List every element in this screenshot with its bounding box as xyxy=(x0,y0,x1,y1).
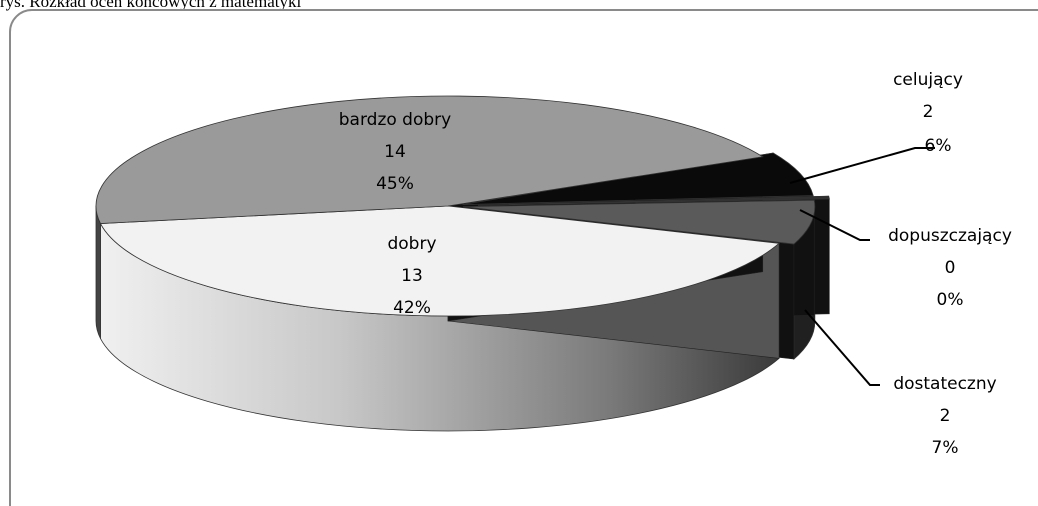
label-dostateczny-value: 2 xyxy=(940,406,951,426)
slice-top-dostateczny xyxy=(462,199,816,245)
chart-area-frame xyxy=(9,9,1038,506)
slice-side-bardzo-dobry xyxy=(95,205,101,339)
slice-top-dobry xyxy=(99,205,781,317)
leader-line-celujacy xyxy=(789,147,935,184)
label-celujacy-value: 2 xyxy=(923,102,934,122)
label-dobry-percent: 42% xyxy=(393,298,431,318)
label-dobry-value: 13 xyxy=(401,266,423,286)
figure-caption: rys. Rozkład ocen końcowych z matematyki xyxy=(0,0,302,11)
label-dostateczny-name: dostateczny xyxy=(893,374,996,394)
label-dobry: dobry 13 42% xyxy=(387,234,436,318)
leader-line-dostateczny xyxy=(804,309,880,386)
label-celujacy-percent: 6% xyxy=(925,136,952,156)
label-dostateczny-percent: 7% xyxy=(932,438,959,458)
label-dopuszczajacy-value: 0 xyxy=(945,258,956,278)
label-celujacy: celujący 2 6% xyxy=(893,70,963,156)
label-dostateczny: dostateczny 2 7% xyxy=(893,374,996,458)
label-celujacy-name: celujący xyxy=(893,70,963,90)
pie-slices xyxy=(95,95,830,432)
label-dopuszczajacy: dopuszczający 0 0% xyxy=(888,226,1012,310)
slice-top-dopuszczajacy xyxy=(477,195,830,206)
slice-top-celujacy xyxy=(462,152,814,206)
label-bardzo-dobry-name: bardzo dobry xyxy=(339,110,451,130)
label-dopuszczajacy-percent: 0% xyxy=(937,290,964,310)
label-dobry-name: dobry xyxy=(387,234,436,254)
label-bardzo-dobry: bardzo dobry 14 45% xyxy=(339,110,451,194)
slice-top-bardzo-dobry xyxy=(95,95,764,224)
label-dopuszczajacy-name: dopuszczający xyxy=(888,226,1012,246)
label-bardzo-dobry-percent: 45% xyxy=(376,174,414,194)
leader-line-dopuszczajacy xyxy=(799,209,870,241)
label-bardzo-dobry-value: 14 xyxy=(384,142,406,162)
